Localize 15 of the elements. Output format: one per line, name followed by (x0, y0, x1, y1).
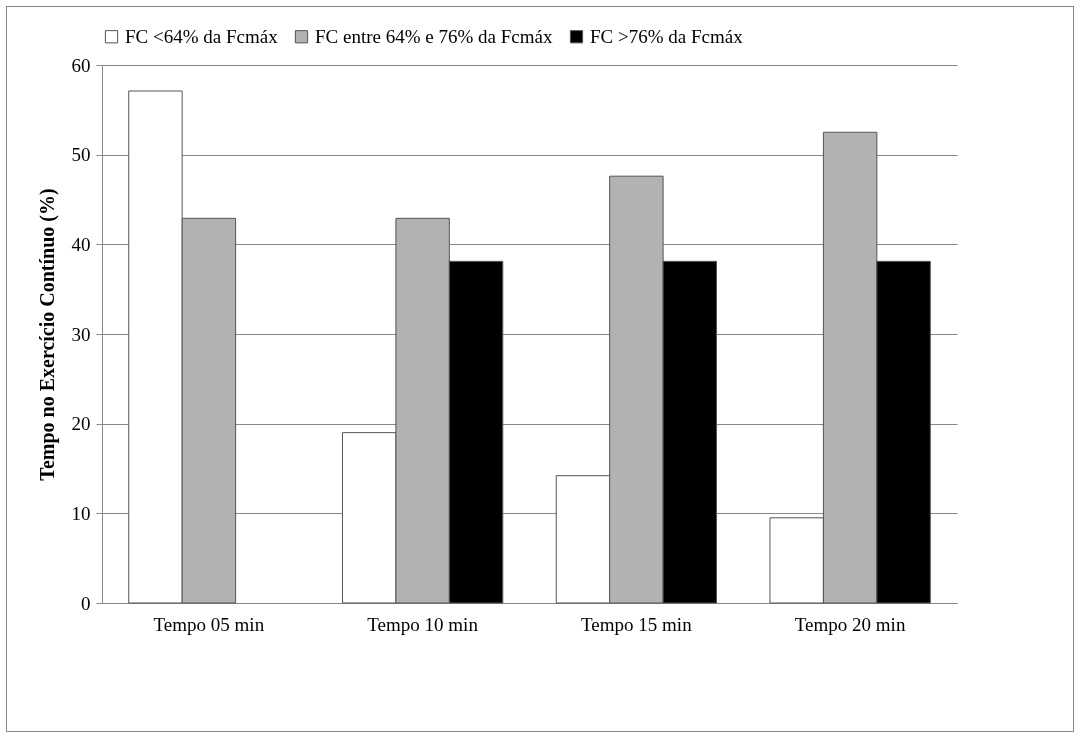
y-tick-label: 20 (71, 413, 91, 435)
x-tick-label: Tempo 20 min (794, 613, 906, 635)
y-tick-label: 30 (71, 323, 91, 345)
x-tick-label: Tempo 05 min (153, 613, 265, 635)
y-tick-label: 40 (71, 233, 91, 255)
legend-label: FC >76% da Fcmáx (590, 25, 744, 47)
legend-label: FC entre 64% e 76% da Fcmáx (315, 25, 553, 47)
y-axis-title: Tempo no Exercício Contínuo (%) (35, 188, 59, 481)
y-tick-label: 0 (81, 592, 91, 614)
legend-label: FC <64% da Fcmáx (125, 25, 279, 47)
x-tick-label: Tempo 15 min (581, 613, 693, 635)
y-tick-label: 60 (71, 54, 91, 76)
y-tick-label: 50 (71, 144, 91, 166)
x-tick-label: Tempo 10 min (367, 613, 479, 635)
y-tick-label: 10 (71, 502, 91, 524)
